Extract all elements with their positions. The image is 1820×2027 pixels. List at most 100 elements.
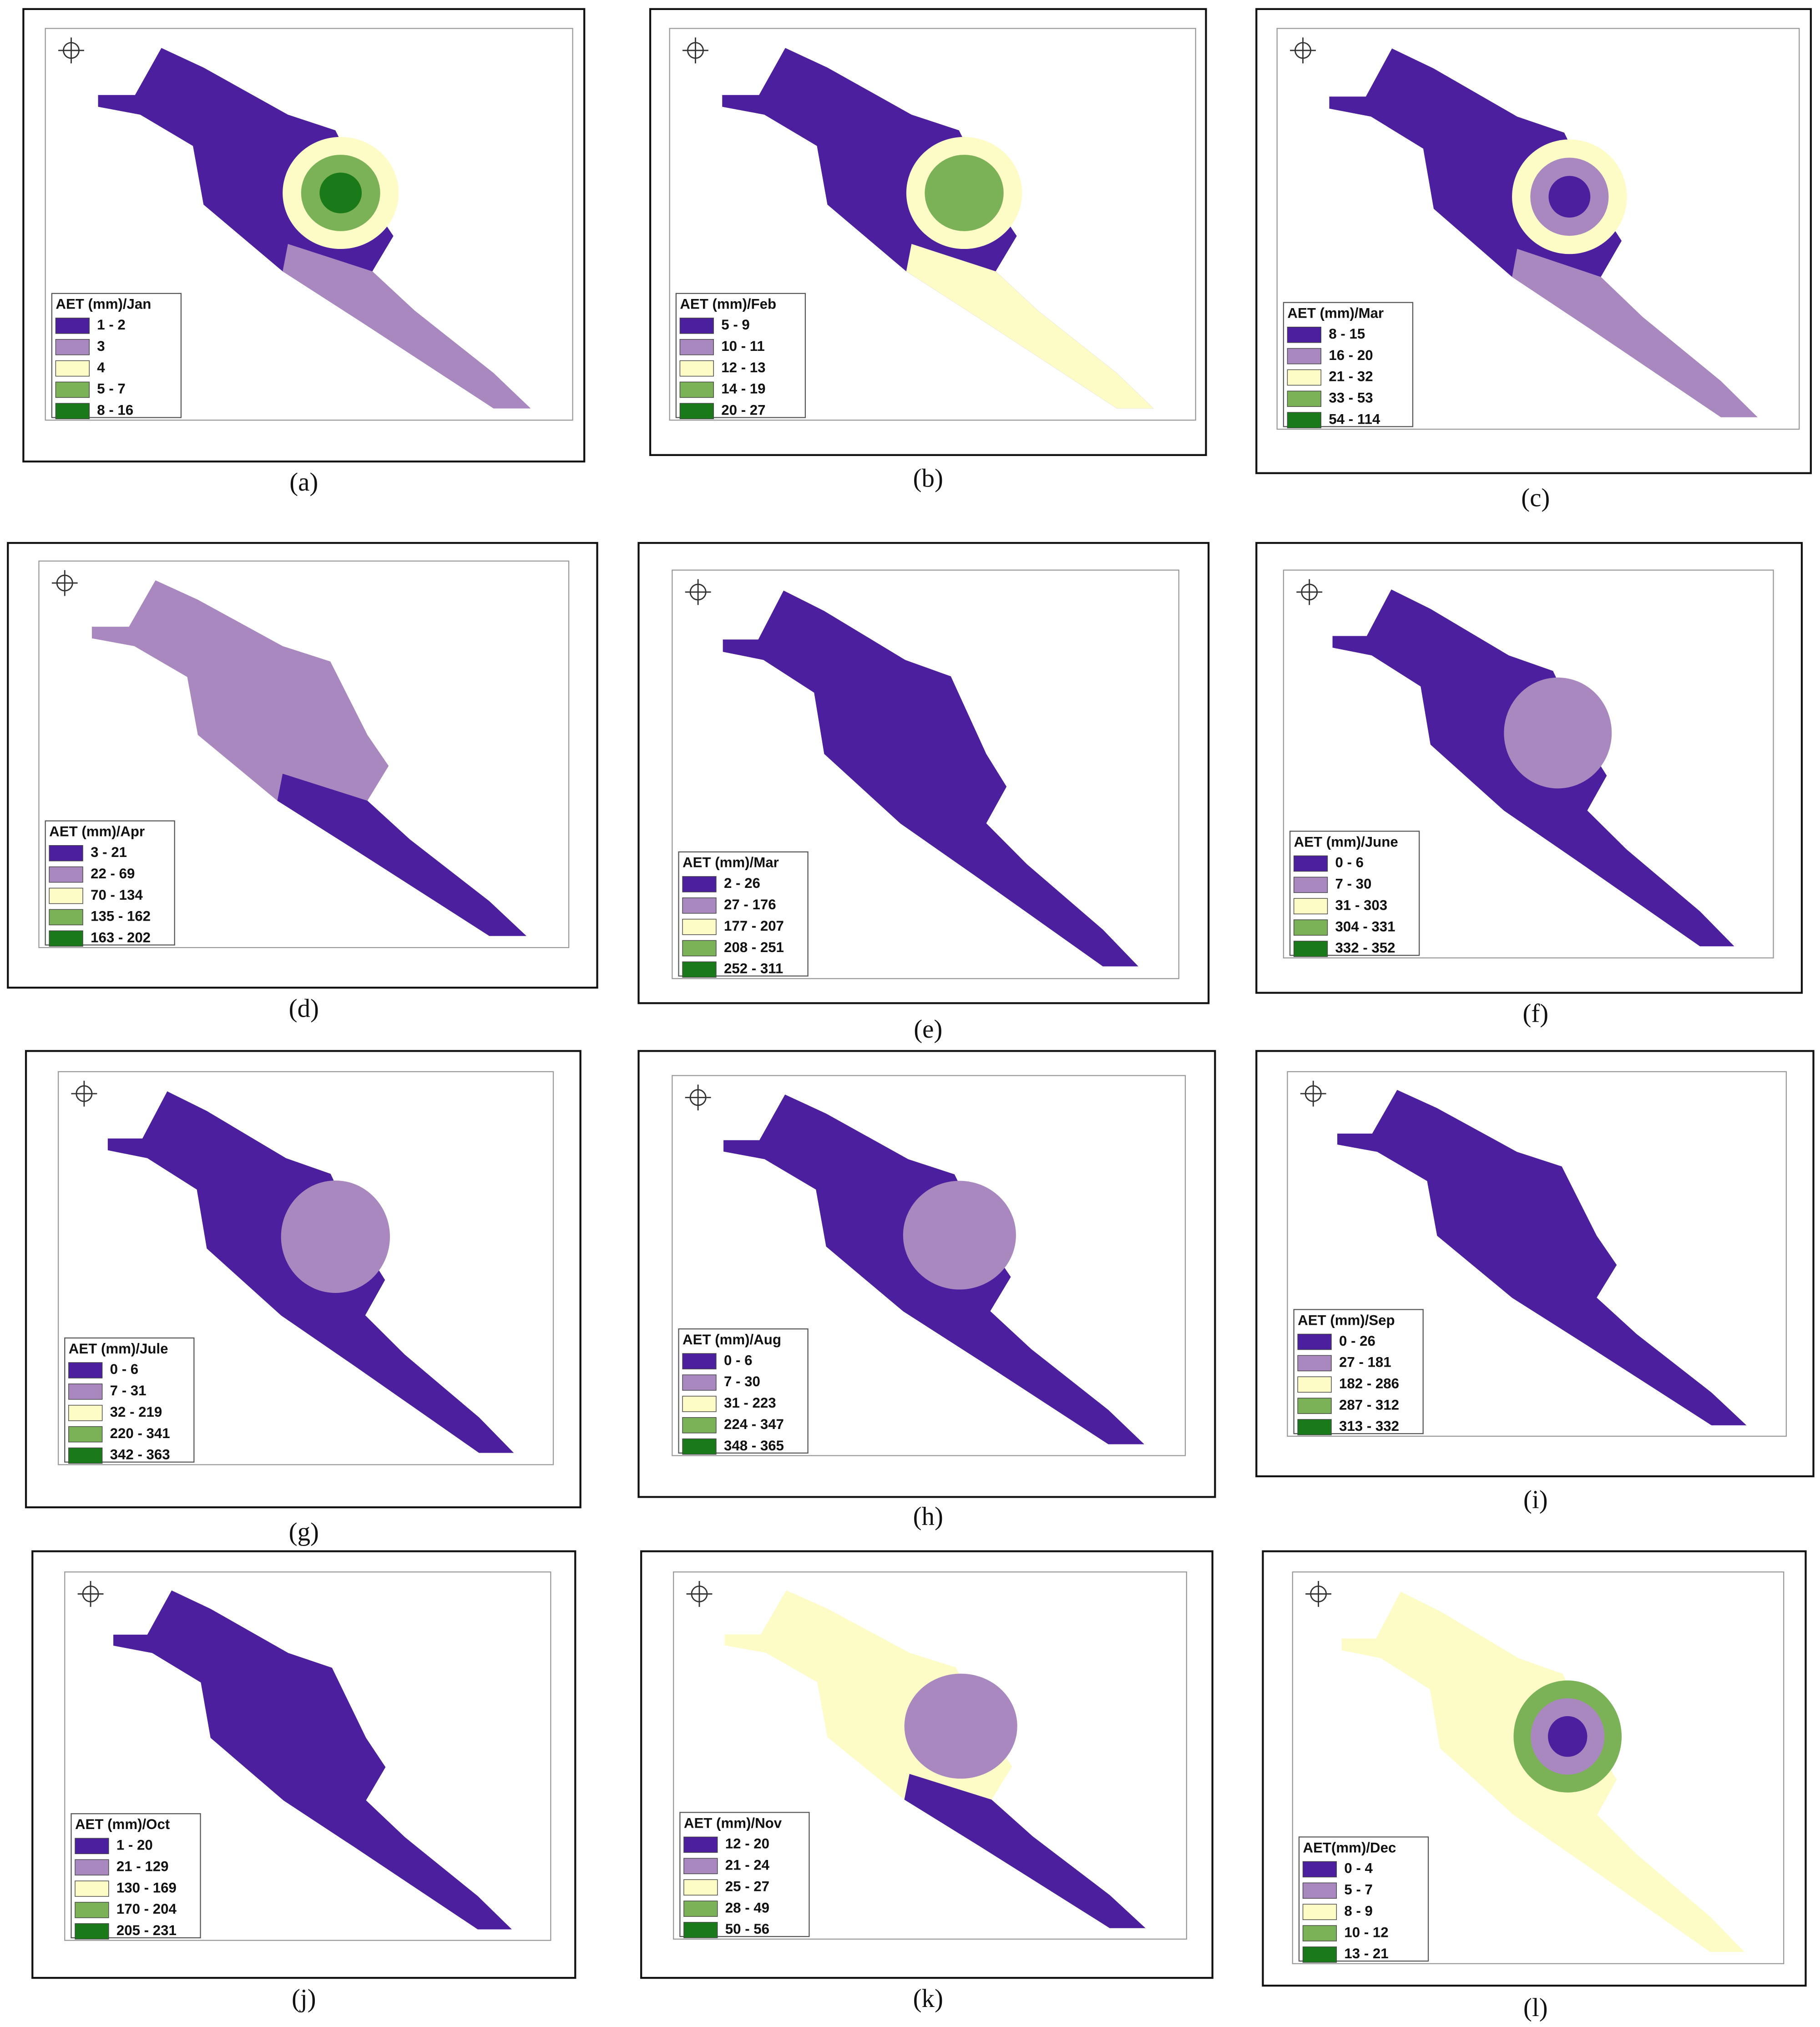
study-area-zone [1512, 1272, 1747, 1425]
legend-label: 31 - 303 [1335, 897, 1388, 913]
legend-label: 7 - 30 [1335, 876, 1372, 892]
legend-swatch [1287, 369, 1322, 386]
legend-box [45, 820, 175, 946]
legend-label: 130 - 169 [116, 1880, 177, 1895]
panel-label: (c) [1521, 483, 1550, 512]
panel-label: (i) [1523, 1485, 1548, 1514]
legend-swatch [68, 1383, 103, 1400]
panel-label: (d) [289, 994, 319, 1023]
panel-label: (h) [913, 1502, 943, 1531]
compass [1300, 1080, 1326, 1107]
map-panel: AET (mm)/Oct 1 - 20 21 - 129 130 - 169 170 -… [31, 1550, 576, 2013]
legend-box [679, 1812, 810, 1937]
compass [1290, 37, 1316, 64]
legend-label: 252 - 311 [724, 961, 783, 977]
study-area-zone [904, 1774, 1146, 1928]
study-area-zone [906, 244, 1154, 409]
zone-blob [904, 1673, 1017, 1779]
legend-swatch [679, 360, 714, 377]
panel-label: (l) [1523, 1993, 1548, 2022]
legend-label: 14 - 19 [721, 381, 765, 397]
legend-swatch [1297, 1419, 1332, 1435]
map-panel: AET (mm)/Feb 5 - 9 10 - 11 12 - 13 14 - 19 20… [649, 8, 1207, 493]
zone-blob [1548, 176, 1591, 218]
compass [1305, 1581, 1332, 1607]
legend-label: 20 - 27 [721, 402, 765, 418]
zone-blob [1504, 677, 1612, 789]
legend-label: 4 [97, 360, 105, 375]
legend-swatch [49, 866, 83, 883]
zone-blob [925, 155, 1004, 231]
legend-label: 8 - 16 [97, 402, 133, 418]
legend-box [51, 293, 182, 418]
legend-label: 348 - 365 [724, 1438, 784, 1454]
legend-label: 5 - 9 [721, 317, 750, 333]
legend-label: 32 - 219 [110, 1404, 162, 1420]
panel-label: (b) [913, 464, 943, 493]
panel-label: (a) [289, 468, 318, 497]
legend-label: 313 - 332 [1339, 1418, 1399, 1434]
legend-label: 25 - 27 [725, 1878, 769, 1894]
legend-label: 28 - 49 [725, 1900, 769, 1916]
legend-swatch [682, 1396, 717, 1412]
legend-label: 13 - 21 [1344, 1946, 1388, 1961]
legend-label: 208 - 251 [724, 939, 784, 955]
legend-label: 342 - 363 [110, 1447, 170, 1463]
legend-swatch [55, 360, 90, 377]
legend-swatch [679, 318, 714, 334]
legend-title: AET (mm)/Apr [49, 824, 145, 840]
legend-label: 70 - 134 [91, 887, 143, 903]
legend-swatch [1293, 877, 1328, 893]
legend-label: 205 - 231 [116, 1922, 177, 1938]
map-panel: AET (mm)/Aug 0 - 6 7 - 30 31 - 223 224 - 347… [637, 1050, 1216, 1531]
legend-label: 135 - 162 [91, 908, 151, 924]
legend-swatch [55, 339, 90, 355]
legend-box [64, 1337, 195, 1463]
legend-label: 10 - 12 [1344, 1924, 1388, 1940]
legend-swatch [682, 961, 717, 978]
legend-swatch [75, 1838, 109, 1855]
legend-swatch [1293, 941, 1328, 957]
legend-swatch [682, 876, 717, 892]
legend-swatch [679, 339, 714, 355]
legend-swatch [682, 918, 717, 935]
legend-label: 0 - 26 [1339, 1333, 1375, 1349]
legend-swatch [75, 1859, 109, 1875]
legend-box [1298, 1836, 1429, 1962]
legend-label: 1 - 2 [97, 317, 126, 333]
legend-label: 2 - 26 [724, 875, 760, 891]
legend-box [678, 1328, 809, 1454]
map-panel: AET (mm)/Sep 0 - 26 27 - 181 182 - 286 287 -… [1255, 1050, 1815, 1514]
legend-label: 0 - 6 [110, 1361, 139, 1377]
panel-label: (f) [1522, 999, 1548, 1028]
legend-swatch [683, 1922, 718, 1938]
legend-label: 33 - 53 [1329, 390, 1373, 406]
zone-blob [319, 172, 362, 213]
legend-swatch [68, 1426, 103, 1443]
legend-swatch [682, 1374, 717, 1391]
map-panel: AET (mm)/June 0 - 6 7 - 30 31 - 303 304 - 33… [1255, 542, 1803, 1028]
legend-swatch [1287, 348, 1322, 365]
panel-label: (j) [292, 1984, 316, 2013]
legend-swatch [49, 930, 83, 947]
legend-swatch [682, 1417, 717, 1434]
legend-swatch [1302, 1882, 1337, 1899]
legend-swatch [1293, 898, 1328, 914]
legend-label: 220 - 341 [110, 1425, 170, 1441]
legend-swatch [682, 940, 717, 957]
legend-swatch [75, 1923, 109, 1940]
map-panel: AET (mm)/Nov 12 - 20 21 - 24 25 - 27 28 - 49… [640, 1550, 1213, 2013]
legend-label: 7 - 30 [724, 1373, 760, 1389]
legend-swatch [75, 1902, 109, 1918]
zone-blob [903, 1181, 1016, 1290]
legend-swatch [75, 1880, 109, 1897]
legend-label: 21 - 32 [1329, 369, 1373, 385]
panel-label: (g) [289, 1518, 319, 1546]
legend-swatch [49, 909, 83, 926]
legend-swatch [1287, 412, 1322, 428]
legend-label: 163 - 202 [91, 929, 151, 945]
legend-box [675, 293, 806, 418]
legend-title: AET (mm)/Mar [1287, 305, 1384, 321]
legend-label: 5 - 7 [97, 381, 126, 397]
legend-title: AET (mm)/Aug [682, 1332, 781, 1348]
